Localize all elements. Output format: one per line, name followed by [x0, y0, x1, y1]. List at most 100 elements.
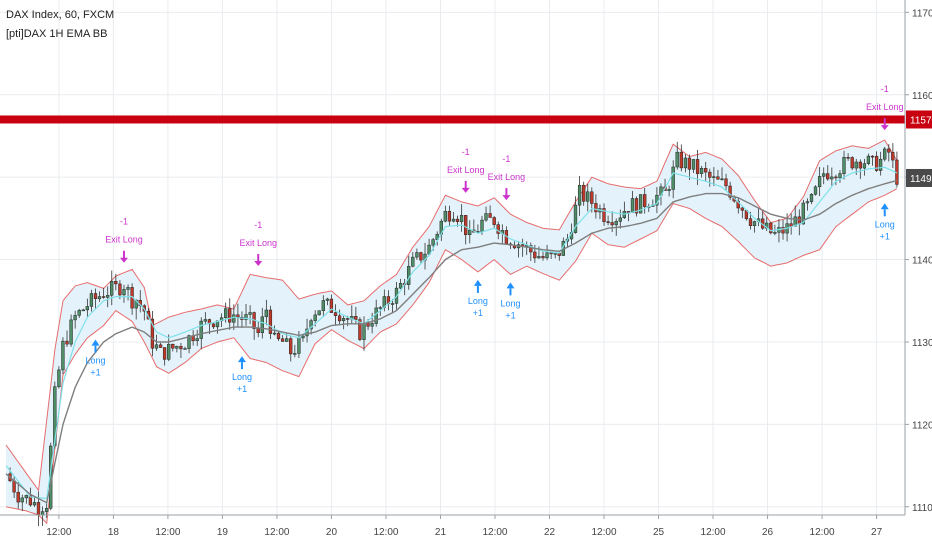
- candle-bull[interactable]: [374, 307, 378, 324]
- long-arrow-icon[interactable]: [473, 279, 482, 286]
- candle-bull[interactable]: [167, 343, 171, 360]
- candle-bull[interactable]: [720, 178, 724, 181]
- exit-arrow-icon[interactable]: [464, 180, 467, 189]
- candle-bull[interactable]: [81, 309, 85, 312]
- candle-bull[interactable]: [260, 316, 264, 333]
- candle-bear[interactable]: [529, 245, 533, 253]
- long-arrow-icon[interactable]: [91, 339, 100, 346]
- candle-bear[interactable]: [724, 178, 728, 187]
- candle-bull[interactable]: [683, 157, 688, 169]
- candle-bull[interactable]: [106, 295, 110, 298]
- study-title[interactable]: [pti]DAX 1H EMA BB: [6, 28, 108, 40]
- candle-bull[interactable]: [20, 497, 24, 503]
- candle-bear[interactable]: [643, 194, 647, 207]
- candle-bull[interactable]: [195, 338, 199, 342]
- candle-bear[interactable]: [634, 198, 639, 214]
- candle-bull[interactable]: [813, 186, 818, 195]
- candle-bull[interactable]: [830, 176, 834, 180]
- candle-bull[interactable]: [53, 386, 57, 447]
- candle-bull[interactable]: [40, 511, 45, 516]
- candle-bear[interactable]: [826, 173, 830, 180]
- candle-bear[interactable]: [858, 161, 862, 169]
- candle-bull[interactable]: [862, 163, 867, 169]
- exit-arrow-icon[interactable]: [505, 188, 508, 197]
- candle-bear[interactable]: [492, 217, 496, 225]
- candle-bull[interactable]: [89, 293, 94, 307]
- candle-bull[interactable]: [57, 369, 61, 387]
- candle-bear[interactable]: [93, 293, 98, 299]
- candle-bull[interactable]: [415, 252, 419, 258]
- candle-bear[interactable]: [594, 203, 598, 213]
- candle-bear[interactable]: [337, 315, 342, 322]
- candle-bear[interactable]: [728, 185, 732, 198]
- candle-bull[interactable]: [773, 232, 777, 234]
- candle-bull[interactable]: [752, 221, 757, 226]
- exit-arrow-icon[interactable]: [883, 118, 886, 127]
- candle-bear[interactable]: [464, 215, 468, 235]
- candle-bear[interactable]: [496, 224, 500, 234]
- candle-bull[interactable]: [801, 202, 805, 225]
- candle-bull[interactable]: [484, 213, 488, 221]
- candle-bear[interactable]: [16, 491, 20, 503]
- candle-bear[interactable]: [695, 159, 700, 174]
- candle-bull[interactable]: [443, 211, 447, 222]
- exit-arrow-icon[interactable]: [257, 254, 260, 263]
- candle-bear[interactable]: [289, 338, 293, 355]
- candle-bull[interactable]: [73, 315, 77, 321]
- candle-bull[interactable]: [370, 323, 374, 327]
- candle-bear[interactable]: [228, 308, 232, 323]
- candle-bear[interactable]: [781, 227, 785, 234]
- exit-arrow-icon[interactable]: [122, 250, 125, 259]
- candle-bull[interactable]: [878, 158, 883, 171]
- candle-bear[interactable]: [447, 211, 452, 222]
- candle-bull[interactable]: [577, 184, 582, 206]
- candle-bull[interactable]: [122, 289, 126, 296]
- candle-bear[interactable]: [891, 152, 895, 161]
- candle-bull[interactable]: [838, 173, 842, 179]
- candle-bull[interactable]: [248, 312, 252, 315]
- candle-bear[interactable]: [329, 298, 334, 313]
- symbol-title[interactable]: DAX Index, 60, FXCM: [6, 9, 115, 21]
- candle-bull[interactable]: [667, 189, 671, 191]
- candle-bull[interactable]: [675, 151, 679, 168]
- candle-bear[interactable]: [679, 151, 683, 169]
- candle-bull[interactable]: [126, 287, 130, 290]
- candle-bull[interactable]: [309, 320, 313, 330]
- candle-bear[interactable]: [280, 338, 285, 342]
- candle-bull[interactable]: [545, 252, 549, 259]
- candle-bull[interactable]: [301, 335, 305, 339]
- candle-bull[interactable]: [451, 218, 456, 222]
- candle-bear[interactable]: [541, 256, 545, 259]
- candle-bear[interactable]: [455, 218, 460, 222]
- resistance-price-tag[interactable]: [906, 110, 932, 129]
- candle-bear[interactable]: [606, 221, 610, 223]
- candle-bull[interactable]: [638, 194, 643, 214]
- candle-bull[interactable]: [390, 303, 395, 305]
- candle-bear[interactable]: [114, 281, 118, 285]
- long-arrow-icon[interactable]: [880, 203, 889, 210]
- candle-bull[interactable]: [805, 201, 810, 204]
- candle-bull[interactable]: [203, 319, 207, 322]
- candle-bear[interactable]: [36, 502, 41, 516]
- candle-bear[interactable]: [740, 207, 744, 211]
- candle-bear[interactable]: [358, 319, 362, 340]
- candle-bear[interactable]: [748, 218, 753, 226]
- candle-bear[interactable]: [557, 253, 561, 256]
- candle-bull[interactable]: [712, 176, 716, 178]
- candle-bear[interactable]: [12, 480, 16, 493]
- candle-bull[interactable]: [866, 155, 871, 164]
- candle-bull[interactable]: [199, 320, 203, 339]
- candle-bear[interactable]: [874, 155, 879, 171]
- candle-bull[interactable]: [614, 221, 618, 226]
- candle-bull[interactable]: [232, 314, 236, 323]
- candle-bull[interactable]: [297, 337, 301, 354]
- candle-bear[interactable]: [179, 346, 183, 350]
- candle-bull[interactable]: [407, 266, 411, 285]
- candle-bear[interactable]: [834, 176, 838, 179]
- candle-bull[interactable]: [480, 219, 484, 232]
- candle-bear[interactable]: [704, 168, 708, 173]
- candle-bear[interactable]: [769, 222, 773, 234]
- candle-bear[interactable]: [171, 343, 175, 349]
- candle-bull[interactable]: [793, 216, 797, 227]
- candle-bull[interactable]: [411, 256, 415, 267]
